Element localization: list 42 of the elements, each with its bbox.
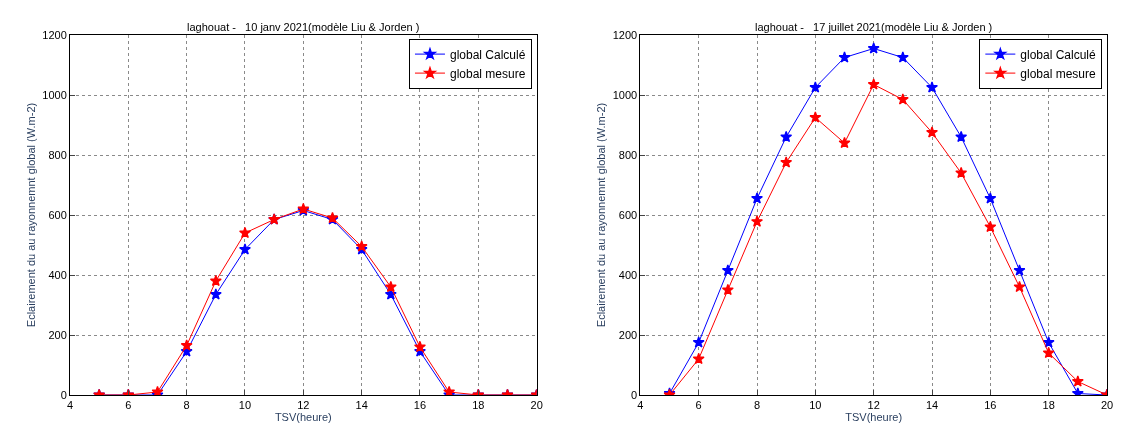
legend-label: global Calculé	[449, 47, 526, 62]
legend-label: global mesure	[449, 66, 526, 81]
x-tick-label: 18	[1042, 399, 1055, 412]
chart-title: laghouat - 17 juillet 2021(modèle Liu & Jorden )	[755, 21, 993, 33]
legend-label: global Calculé	[1020, 47, 1097, 62]
y-tick-label: 1200	[612, 28, 638, 41]
x-tick-label: 4	[66, 399, 74, 412]
y-tick-label: 1000	[612, 88, 638, 101]
y-tick-label: 1200	[42, 28, 67, 41]
legend-label: global mesure	[1020, 66, 1097, 81]
x-tick-label: 20	[530, 399, 543, 412]
x-tick-label: 10	[238, 399, 252, 412]
x-tick-label: 16	[984, 399, 997, 412]
y-tick-label: 200	[48, 328, 67, 341]
x-tick-label: 20	[1100, 399, 1114, 412]
x-tick-label: 10	[809, 399, 822, 412]
y-tick-label: 0	[631, 388, 638, 401]
x-tick-label: 14	[925, 399, 939, 412]
x-tick-label: 6	[125, 399, 132, 412]
y-tick-label: 200	[618, 328, 638, 341]
y-axis-title: Eclairement du au rayonnemnt global (W.m-2)	[595, 102, 608, 328]
y-tick-label: 600	[618, 208, 638, 221]
y-tick-label: 800	[618, 148, 638, 161]
x-tick-label: 16	[413, 399, 427, 412]
x-tick-label: 12	[867, 399, 880, 412]
y-tick-label: 800	[48, 148, 67, 161]
x-tick-label: 4	[637, 399, 644, 412]
x-axis-title: TSV(heure)	[845, 411, 903, 424]
y-tick-label: 0	[60, 388, 67, 401]
x-tick-label: 12	[297, 399, 310, 412]
y-tick-label: 600	[48, 208, 67, 221]
chart-title: laghouat - 10 janv 2021(modèle Liu & Jorden )	[187, 21, 420, 33]
x-tick-label: 8	[183, 399, 190, 412]
x-tick-label: 14	[355, 399, 368, 412]
y-tick-label: 1000	[42, 88, 67, 101]
y-axis-title: Eclairement du au rayonnemnt global (W.m-2)	[24, 102, 37, 328]
x-axis-title: TSV(heure)	[274, 411, 332, 424]
x-tick-label: 8	[753, 399, 761, 412]
y-tick-label: 400	[618, 268, 638, 281]
y-tick-label: 400	[48, 268, 67, 281]
x-tick-label: 18	[472, 399, 485, 412]
x-tick-label: 6	[695, 399, 702, 412]
